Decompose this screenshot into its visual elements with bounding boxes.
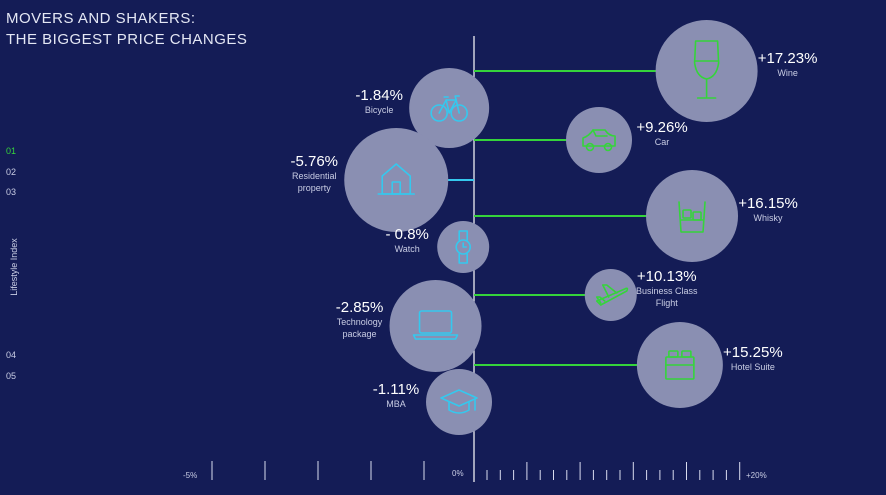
category-label-bicycle: Bicycle — [365, 105, 394, 115]
category-label-hotel-suite: Hotel Suite — [731, 362, 775, 372]
graduation-cap-icon — [440, 389, 478, 414]
house-icon — [377, 163, 416, 195]
value-label-bicycle: -1.84% — [355, 87, 403, 104]
value-label-wine: +17.23% — [758, 50, 818, 67]
category-label-business-class-flight: Business Class — [636, 286, 698, 296]
category-label-wine: Wine — [777, 68, 798, 78]
value-label-residential-property: -5.76% — [290, 153, 338, 170]
category-label-residential-property: Residential — [292, 171, 337, 181]
category-label-watch: Watch — [395, 244, 420, 254]
category-label-technology-package: package — [343, 329, 377, 339]
page-title: MOVERS AND SHAKERS: THE BIGGEST PRICE CH… — [6, 8, 247, 50]
value-label-car: +9.26% — [636, 119, 687, 136]
nav-item-03[interactable]: 03 — [6, 187, 17, 197]
value-label-technology-package: -2.85% — [336, 299, 384, 316]
laptop-icon — [412, 310, 459, 340]
nav-item-01[interactable]: 01 — [6, 146, 17, 156]
car-icon — [582, 129, 616, 152]
nav-item-04[interactable]: 04 — [6, 350, 17, 360]
bubble-mba — [426, 369, 493, 435]
category-label-residential-property: property — [298, 183, 332, 193]
bubble-whisky — [646, 170, 739, 262]
value-label-whisky: +16.15% — [738, 195, 798, 212]
title-line-1: MOVERS AND SHAKERS: — [6, 10, 196, 27]
value-label-business-class-flight: +10.13% — [637, 268, 697, 285]
axis-label-zero: 0% — [452, 469, 464, 478]
hotel-bed-icon — [665, 350, 695, 380]
category-label-whisky: Whisky — [754, 213, 783, 223]
title-line-2: THE BIGGEST PRICE CHANGES — [6, 31, 248, 48]
whisky-glass-icon — [678, 201, 706, 233]
bubble-car — [566, 107, 633, 173]
bubble-technology-package — [389, 280, 482, 372]
axis-label-min: -5% — [183, 471, 197, 480]
bicycle-icon — [430, 95, 468, 122]
bubble-residential-property — [344, 128, 449, 232]
category-label-car: Car — [655, 137, 670, 147]
airplane-icon — [595, 284, 629, 306]
axis-label-max: +20% — [746, 471, 767, 480]
category-label-technology-package: Technology — [337, 317, 383, 327]
watch-icon — [455, 230, 472, 264]
value-label-mba: -1.11% — [373, 381, 419, 398]
category-label-business-class-flight: Flight — [656, 298, 679, 308]
bubble-bicycle — [409, 68, 490, 148]
wine-glass-icon — [693, 40, 720, 99]
nav-item-02[interactable]: 02 — [6, 167, 17, 177]
nav-item-05[interactable]: 05 — [6, 371, 17, 381]
value-label-hotel-suite: +15.25% — [723, 344, 783, 361]
category-label-mba: MBA — [386, 399, 406, 409]
bubble-wine — [655, 20, 758, 122]
value-label-watch: - 0.8% — [386, 226, 429, 243]
